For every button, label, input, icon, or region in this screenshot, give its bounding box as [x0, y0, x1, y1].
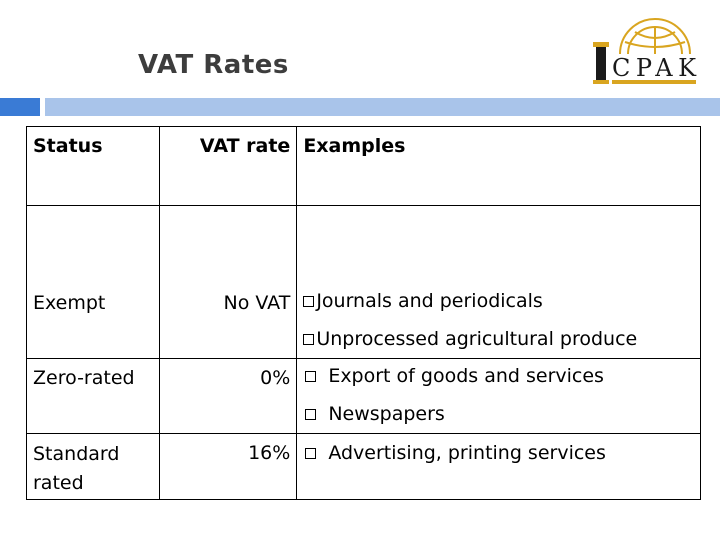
header-status: Status	[26, 126, 160, 206]
checkbox-bullet-icon	[303, 333, 315, 345]
rate-cell: 0%	[158, 358, 298, 434]
checkbox-bullet-icon	[303, 295, 315, 307]
examples-cell: Export of goods and services Newspapers	[296, 357, 701, 434]
status-cell: Zero-rated	[26, 358, 160, 434]
logo-i-mark	[596, 44, 606, 82]
examples-cell: Advertising, printing services	[296, 433, 701, 500]
example-text: Export of goods and services	[328, 365, 604, 387]
status-cell: Standard rated	[26, 433, 160, 500]
example-text: Journals and periodicals	[316, 290, 543, 312]
logo-text: CPAK	[612, 54, 697, 82]
list-item: Unprocessed agricultural produce	[303, 320, 694, 358]
vat-rates-table: Status VAT rate Examples Exempt No VAT J…	[26, 126, 701, 500]
rate-cell: No VAT	[158, 205, 298, 359]
rate-text: 16%	[248, 442, 291, 464]
example-text: Advertising, printing services	[328, 442, 606, 464]
examples-cell: Journals and periodicals Unprocessed agr…	[296, 205, 701, 359]
checkbox-bullet-icon	[305, 447, 317, 459]
accent-bar-right	[45, 98, 720, 116]
table-row: Standard rated 16% Advertising, printing…	[26, 433, 701, 500]
header-rate: VAT rate	[158, 126, 298, 206]
slide-title: VAT Rates	[138, 50, 289, 80]
status-cell: Exempt	[26, 205, 160, 359]
example-text: Newspapers	[328, 403, 445, 425]
table-row: Zero-rated 0% Export of goods and servic…	[26, 357, 701, 434]
list-item: Newspapers	[303, 395, 694, 433]
icpak-logo: CPAK	[593, 18, 697, 84]
status-text: Standard rated	[33, 443, 120, 494]
list-item: Journals and periodicals	[303, 282, 694, 320]
example-text: Unprocessed agricultural produce	[316, 328, 638, 350]
globe-icon	[619, 18, 691, 55]
list-item: Export of goods and services	[303, 357, 694, 395]
accent-bar-left	[0, 98, 40, 116]
checkbox-bullet-icon	[305, 370, 317, 382]
rate-cell: 16%	[158, 433, 298, 500]
header-examples: Examples	[296, 126, 701, 206]
table-row: Exempt No VAT Journals and periodicals U…	[26, 205, 701, 359]
checkbox-bullet-icon	[305, 408, 317, 420]
list-item: Advertising, printing services	[303, 434, 694, 472]
table-header-row: Status VAT rate Examples	[26, 126, 701, 206]
